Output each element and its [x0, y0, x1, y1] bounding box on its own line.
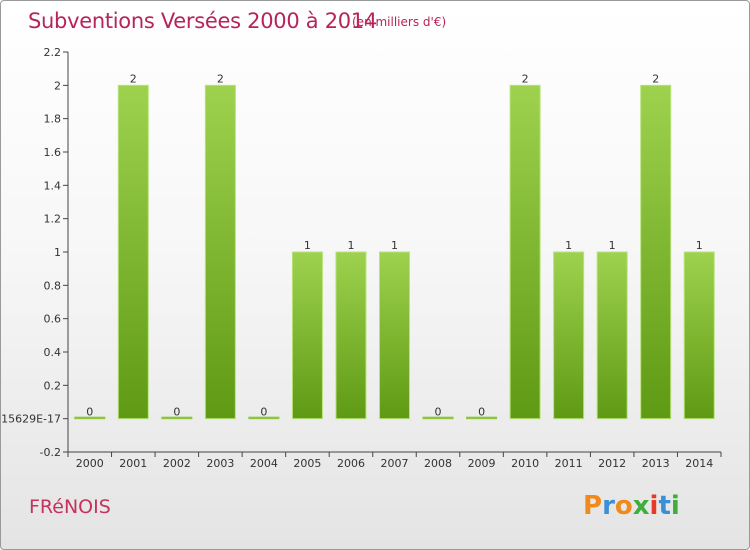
bar: [553, 251, 585, 420]
chart-unit: (en milliers d'€): [352, 15, 447, 29]
chart-data-labels: 0 2 0 2 0 1 1 1 0 0 2 1 1 2 1: [86, 72, 702, 418]
data-label: 0: [478, 406, 485, 419]
y-tick-label: 1.4: [44, 179, 62, 192]
data-label: 0: [435, 406, 442, 419]
x-tick-label: 2001: [119, 457, 147, 470]
data-label: 2: [130, 72, 137, 85]
x-tick-label: 2002: [163, 457, 191, 470]
y-tick-label: 0.4: [44, 346, 62, 359]
y-tick-label: 0.2: [44, 379, 62, 392]
logo-letter: x: [632, 491, 650, 521]
x-tick-label: 2007: [381, 457, 409, 470]
x-tick-label: 2006: [337, 457, 365, 470]
data-label: 2: [652, 72, 659, 85]
proxiti-logo[interactable]: Proxiti: [583, 491, 680, 521]
y-tick-label: 0.8: [44, 279, 62, 292]
x-tick-label: 2008: [424, 457, 452, 470]
chart-axes: -0.2 -1.15629E-17 0.2 0.4 0.6 0.8 1 1.2 1.4 1.6 1.…: [1, 46, 722, 470]
x-tick-label: 2000: [76, 457, 104, 470]
bar: [683, 251, 715, 420]
x-tick-label: 2009: [468, 457, 496, 470]
bar: [74, 416, 106, 420]
logo-letter: o: [614, 491, 633, 521]
x-tick-label: 2003: [206, 457, 234, 470]
bar: [204, 84, 236, 420]
y-tick-label: 1: [54, 246, 61, 259]
data-label: 1: [304, 239, 311, 252]
y-tick-label: 1.6: [44, 146, 62, 159]
logo-letter: i: [670, 491, 680, 521]
bar: [248, 416, 280, 420]
bar: [640, 84, 672, 420]
data-label: 2: [217, 72, 224, 85]
bar: [596, 251, 628, 420]
y-tick-label: -0.2: [40, 446, 61, 459]
data-label: 1: [347, 239, 354, 252]
bar: [379, 251, 410, 420]
x-tick-label: 2013: [642, 457, 670, 470]
data-label: 1: [391, 239, 398, 252]
commune-name: FRéNOIS: [29, 496, 111, 518]
x-tick-label: 2012: [598, 457, 626, 470]
data-label: 2: [522, 72, 529, 85]
data-label: 1: [609, 239, 616, 252]
bar: [291, 251, 323, 420]
data-label: 1: [696, 239, 703, 252]
bar: [161, 416, 193, 420]
bar: [335, 251, 367, 420]
x-tick-label: 2011: [555, 457, 583, 470]
x-tick-label: 2004: [250, 457, 278, 470]
bar: [117, 84, 149, 420]
y-tick-label: 0.6: [44, 313, 62, 326]
x-tick-label: 2010: [511, 457, 539, 470]
logo-letter: i: [649, 491, 659, 521]
chart-title: Subventions Versées 2000 à 2014: [28, 9, 377, 33]
x-tick-label: 2005: [293, 457, 321, 470]
bar: [422, 416, 454, 420]
data-label: 0: [173, 406, 180, 419]
logo-letter: r: [602, 491, 615, 521]
y-tick-label: 1.2: [44, 213, 62, 226]
data-label: 0: [86, 406, 93, 419]
data-label: 1: [565, 239, 572, 252]
bar: [509, 84, 541, 420]
logo-letter: t: [658, 491, 671, 521]
x-tick-label: 2014: [685, 457, 713, 470]
y-tick-label: 1.8: [44, 113, 62, 126]
y-tick-label: 2.2: [44, 46, 62, 59]
y-tick-label: -1.15629E-17: [1, 413, 61, 426]
y-tick-label: 2: [54, 79, 61, 92]
logo-letter: P: [583, 491, 603, 521]
bar: [466, 416, 498, 420]
data-label: 0: [260, 406, 267, 419]
chart-bars: [74, 84, 715, 420]
